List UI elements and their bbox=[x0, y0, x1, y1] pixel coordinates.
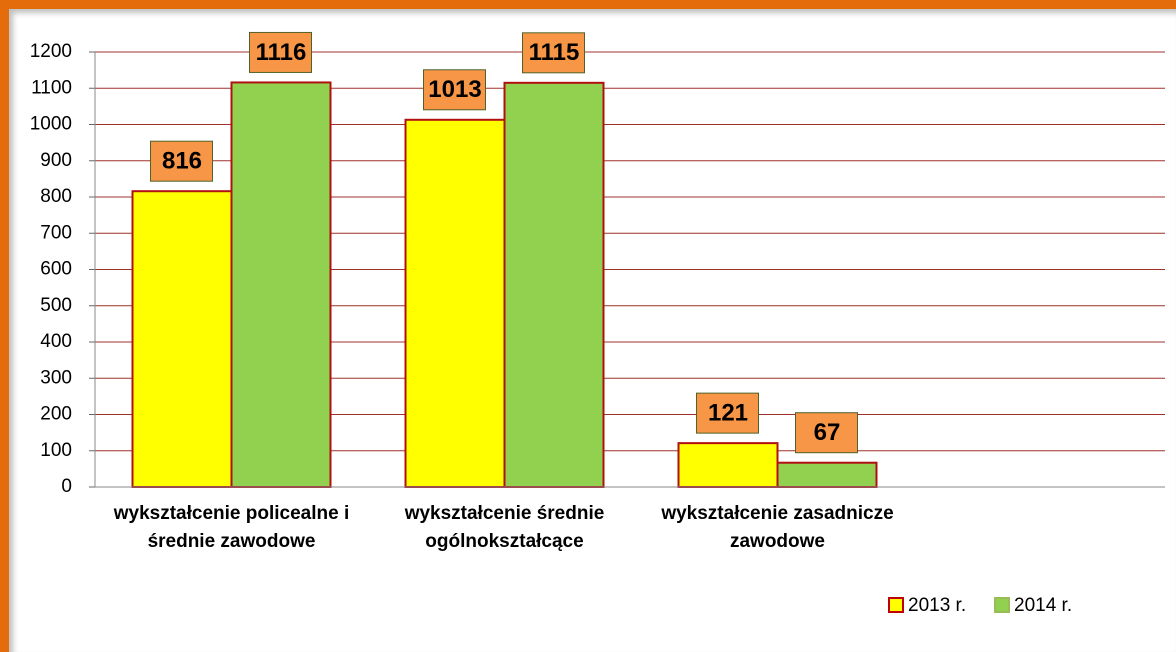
y-tick-label: 500 bbox=[40, 295, 72, 316]
bar bbox=[131, 190, 233, 488]
x-tick-label: wykształcenie policealne i średnie zawod… bbox=[113, 503, 350, 552]
data-label-box bbox=[423, 69, 486, 111]
y-tick-label: 700 bbox=[40, 222, 72, 243]
y-tick-label: 300 bbox=[40, 367, 72, 388]
data-label-box bbox=[795, 412, 858, 454]
y-tick-label: 600 bbox=[40, 259, 72, 280]
y-tick-label: 1200 bbox=[30, 41, 72, 62]
y-tick-label: 800 bbox=[40, 186, 72, 207]
data-label-box bbox=[249, 31, 312, 73]
x-tick-label: wykształcenie średnie ogólnokształcące bbox=[404, 503, 605, 552]
data-label: 67 bbox=[814, 419, 841, 446]
x-tick-label: wykształcenie zasadnicze zawodowe bbox=[661, 503, 894, 552]
y-tick-label: 900 bbox=[40, 150, 72, 171]
y-tick-label: 100 bbox=[40, 440, 72, 461]
data-label: 816 bbox=[162, 148, 202, 175]
y-tick-label: 0 bbox=[61, 476, 72, 497]
y-tick-label: 1100 bbox=[31, 77, 72, 98]
bar bbox=[503, 81, 605, 488]
y-tick-label: 200 bbox=[40, 404, 72, 425]
legend-label: 2013 r. bbox=[908, 595, 966, 616]
data-label: 1116 bbox=[256, 39, 307, 66]
y-tick-label: 400 bbox=[40, 331, 72, 352]
data-label: 121 bbox=[708, 399, 748, 426]
data-label-box bbox=[522, 32, 585, 74]
bar bbox=[776, 461, 878, 488]
legend-swatch bbox=[994, 597, 1010, 613]
bar bbox=[677, 442, 779, 489]
data-label: 1013 bbox=[428, 76, 481, 103]
data-label-box bbox=[150, 140, 213, 182]
bar bbox=[230, 81, 332, 488]
legend-label: 2014 r. bbox=[1014, 595, 1072, 616]
legend-swatch bbox=[888, 597, 904, 613]
data-label: 1115 bbox=[529, 39, 580, 66]
y-tick-label: 1000 bbox=[30, 114, 72, 135]
bar bbox=[404, 118, 506, 488]
data-label-box bbox=[696, 392, 759, 434]
